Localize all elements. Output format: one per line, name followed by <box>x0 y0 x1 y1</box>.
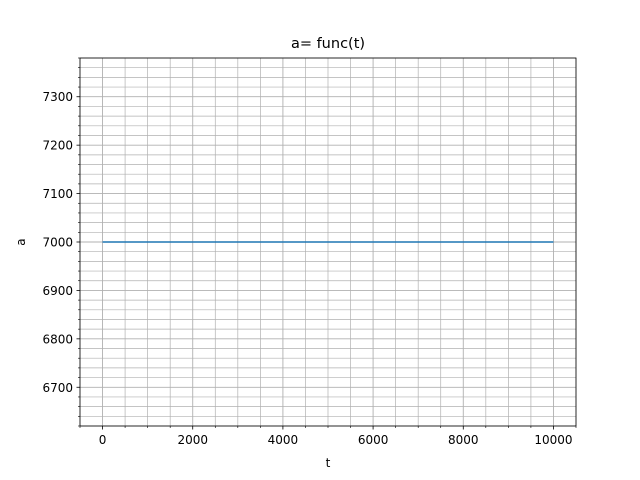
x-axis-label: t <box>326 456 331 470</box>
chart-title: a= func(t) <box>291 36 365 52</box>
x-tick-label: 4000 <box>268 433 299 447</box>
x-tick-label: 8000 <box>448 433 479 447</box>
y-axis-label: a <box>14 238 28 245</box>
ticks: 0 2000 4000 6000 8000 10000 6700 6800 6900 7000 71… <box>42 57 577 447</box>
y-tick-label: 6700 <box>42 381 73 395</box>
y-tick-label: 7300 <box>42 90 73 104</box>
y-tick-label: 6800 <box>42 332 73 346</box>
x-tick-label: 2000 <box>177 433 208 447</box>
y-tick-label: 7100 <box>42 187 73 201</box>
x-tick-label: 0 <box>99 433 107 447</box>
x-tick-label: 10000 <box>534 433 572 447</box>
x-tick-label: 6000 <box>358 433 389 447</box>
y-tick-label: 7200 <box>42 139 73 153</box>
y-tick-label: 7000 <box>42 236 73 250</box>
y-tick-label: 6900 <box>42 284 73 298</box>
